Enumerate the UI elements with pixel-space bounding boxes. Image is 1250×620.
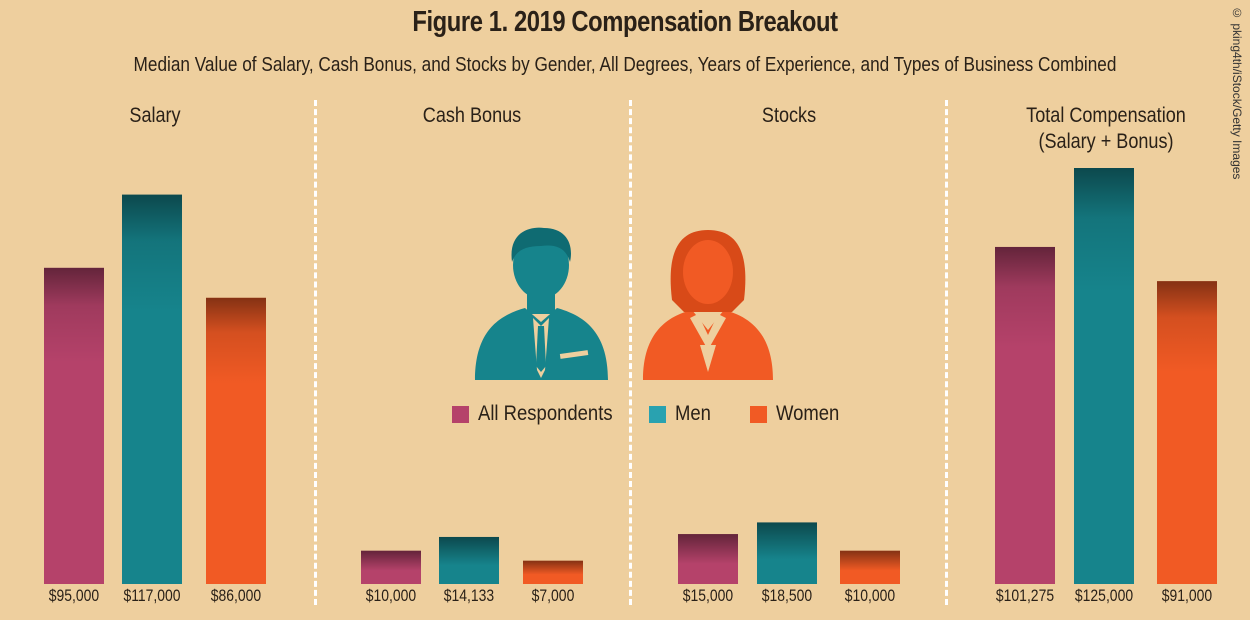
bar-shadow xyxy=(523,560,583,584)
legend-item-women: Women xyxy=(749,402,848,426)
value-label: $95,000 xyxy=(48,586,100,605)
legend-label: All Respondents xyxy=(478,402,613,425)
legend: All Respondents Men Women xyxy=(452,402,874,426)
legend-label: Women xyxy=(775,402,840,425)
panel-title-total-line1: Total Compensation xyxy=(1026,104,1186,127)
value-label: $15,000 xyxy=(682,586,734,605)
legend-swatch xyxy=(452,405,469,423)
chart-subtitle: Median Value of Salary, Cash Bonus, and … xyxy=(133,54,1117,76)
bar-shadow xyxy=(206,297,266,584)
legend-item-all-respondents: All Respondents xyxy=(452,402,631,426)
value-label: $101,275 xyxy=(995,586,1055,605)
bar-shadow xyxy=(1074,168,1134,584)
bar-shadow xyxy=(995,246,1055,585)
bar-shadow xyxy=(122,194,182,584)
value-label: $7,000 xyxy=(531,586,575,605)
value-label: $18,500 xyxy=(761,586,813,605)
panel-title-stocks: Stocks xyxy=(761,104,817,127)
image-credit: © pking4th/iStock/Getty Images xyxy=(1230,6,1244,180)
man-icon xyxy=(475,227,608,380)
panel-title-total-line2: (Salary + Bonus) xyxy=(1038,130,1174,153)
value-label: $125,000 xyxy=(1074,586,1134,605)
panel-divider xyxy=(629,100,632,605)
bar-shadow xyxy=(757,522,817,584)
panel-divider xyxy=(314,100,317,605)
panel-title-salary: Salary xyxy=(129,104,181,127)
panel-divider xyxy=(945,100,948,605)
value-label: $117,000 xyxy=(123,586,181,605)
chart-title: Figure 1. 2019 Compensation Breakout xyxy=(412,6,838,38)
bar-shadow xyxy=(44,267,104,584)
legend-swatch xyxy=(648,405,666,423)
value-label: $86,000 xyxy=(210,586,262,605)
legend-label: Men xyxy=(674,402,711,425)
value-label: $10,000 xyxy=(844,586,896,605)
panel-title-cash-bonus: Cash Bonus xyxy=(422,104,522,127)
bar-shadow xyxy=(1157,281,1217,584)
bar-shadow xyxy=(840,550,900,584)
woman-icon xyxy=(643,230,773,380)
legend-item-men: Men xyxy=(648,402,716,426)
value-label: $14,133 xyxy=(443,586,495,605)
value-label: $91,000 xyxy=(1161,586,1213,605)
bar-shadow xyxy=(678,534,738,584)
legend-swatch xyxy=(749,405,767,423)
panel-title-total: Total Compensation (Salary + Bonus) xyxy=(1020,103,1192,155)
bar-shadow xyxy=(361,550,421,584)
bar-shadow xyxy=(439,536,499,584)
value-label: $10,000 xyxy=(365,586,417,605)
